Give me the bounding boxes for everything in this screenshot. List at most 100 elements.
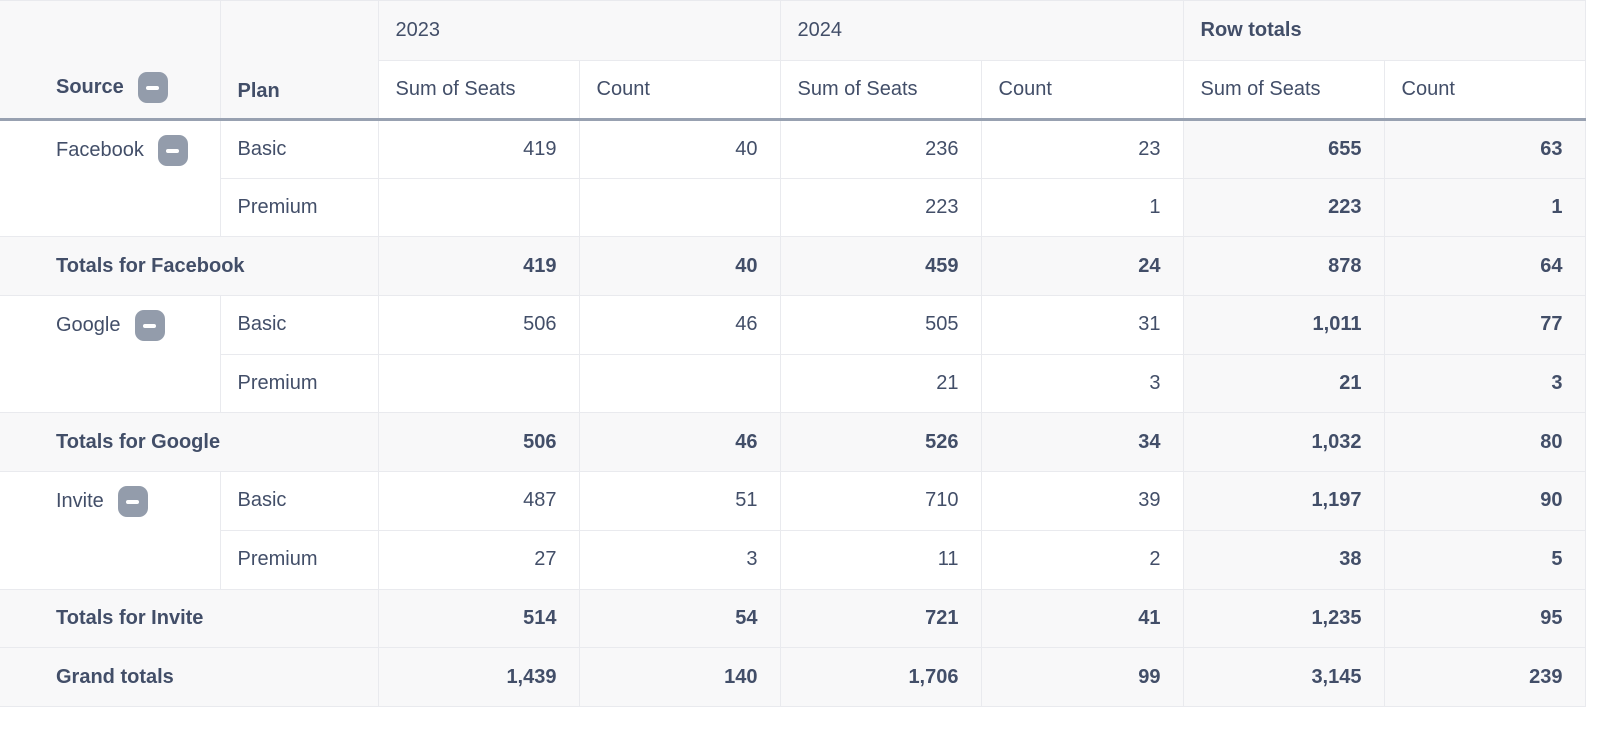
totals-value-cell: 34	[980, 412, 1184, 473]
value-cell: 1,197	[1182, 471, 1385, 531]
totals-value-cell: 95	[1383, 588, 1586, 649]
sub-header-sum-of-seats: Sum of Seats	[378, 60, 580, 121]
column-group-2023: 2023	[377, 0, 781, 61]
collapse-source-button[interactable]	[137, 72, 168, 103]
totals-value-cell: 506	[377, 412, 580, 473]
totals-label: Totals for Invite	[0, 588, 379, 649]
totals-value-cell: 1,032	[1182, 412, 1385, 473]
grand-totals-value-cell: 3,145	[1182, 647, 1385, 707]
grand-totals-row: Grand totals 1,439 140 1,706 99 3,145 239	[0, 647, 1586, 707]
totals-label: Totals for Google	[0, 412, 379, 473]
value-cell: 487	[377, 471, 580, 531]
collapse-facebook-button[interactable]	[157, 135, 188, 166]
value-cell: 63	[1383, 119, 1586, 179]
totals-row-facebook: Totals for Facebook 419 40 459 24 878 64	[0, 236, 1586, 297]
value-cell: 223	[779, 177, 982, 238]
value-cell: 38	[1182, 529, 1385, 590]
minus-icon	[126, 499, 140, 504]
plan-row-google-premium: Premium 21 3 21 3	[0, 353, 1586, 414]
source-header-cell: Source	[0, 0, 221, 121]
grand-totals-value-cell: 1,706	[779, 647, 982, 707]
value-cell: 223	[1182, 177, 1385, 238]
collapse-google-button[interactable]	[134, 310, 165, 342]
totals-value-cell: 514	[377, 588, 580, 649]
value-cell: 1	[980, 177, 1184, 238]
totals-value-cell: 46	[578, 412, 781, 473]
value-cell: 31	[980, 295, 1184, 355]
minus-icon	[166, 148, 180, 153]
value-cell: 5	[1383, 529, 1586, 590]
value-cell: 1,011	[1182, 295, 1385, 355]
source-label-google: Google	[56, 314, 121, 337]
sub-header-row: Sum of Seats Count Sum of Seats Count Su…	[0, 60, 1586, 121]
totals-value-cell: 80	[1383, 412, 1586, 473]
value-cell: 39	[980, 471, 1184, 531]
value-cell: 3	[980, 353, 1184, 414]
plan-cell: Basic	[219, 295, 379, 355]
value-cell: 655	[1182, 119, 1385, 179]
source-cell-facebook: Facebook	[0, 118, 221, 238]
sub-header-sum-of-seats: Sum of Seats	[1182, 60, 1385, 121]
plan-cell: Premium	[220, 353, 379, 414]
value-cell: 40	[578, 119, 781, 179]
value-cell: 2	[980, 529, 1184, 590]
value-cell	[578, 177, 781, 238]
value-cell: 90	[1383, 471, 1586, 531]
totals-value-cell: 419	[377, 236, 580, 297]
value-cell: 23	[980, 119, 1184, 179]
value-cell: 46	[578, 295, 781, 355]
plan-header-cell: Plan	[219, 0, 379, 121]
totals-row-invite: Totals for Invite 514 54 721 41 1,235 95	[0, 588, 1586, 649]
plan-row-invite-premium: Premium 27 3 11 2 38 5	[0, 529, 1586, 590]
grand-totals-value-cell: 239	[1383, 647, 1586, 707]
totals-value-cell: 41	[980, 588, 1184, 649]
source-header-label: Source	[56, 76, 124, 98]
grand-totals-value-cell: 1,439	[377, 647, 580, 707]
plan-row-invite-basic: Invite Basic 487 51 710 39 1,197 90	[0, 471, 1586, 590]
collapse-invite-button[interactable]	[117, 486, 148, 518]
value-cell: 51	[578, 471, 781, 531]
value-cell: 3	[578, 529, 781, 590]
column-group-2024: 2024	[779, 0, 1184, 61]
plan-cell: Basic	[219, 471, 379, 531]
sub-header-count: Count	[980, 60, 1184, 121]
totals-value-cell: 1,235	[1182, 588, 1385, 649]
totals-value-cell: 878	[1182, 236, 1385, 297]
value-cell: 419	[377, 119, 580, 179]
sub-header-sum-of-seats: Sum of Seats	[779, 60, 982, 121]
value-cell: 3	[1383, 353, 1586, 414]
plan-header-label: Plan	[237, 80, 280, 102]
totals-value-cell: 64	[1383, 236, 1586, 297]
column-group-row-totals: Row totals	[1182, 0, 1586, 61]
minus-icon	[143, 323, 156, 328]
value-cell: 27	[377, 529, 580, 590]
plan-cell: Premium	[220, 529, 379, 590]
grand-totals-value-cell: 140	[578, 647, 781, 707]
source-label-invite: Invite	[56, 490, 104, 513]
plan-cell: Premium	[220, 177, 379, 238]
plan-row-google-basic: Google Basic 506 46 505 31 1,011 77	[0, 295, 1586, 414]
totals-row-google: Totals for Google 506 46 526 34 1,032 80	[0, 412, 1586, 473]
value-cell: 21	[779, 353, 982, 414]
value-cell: 1	[1383, 177, 1586, 238]
sub-header-count: Count	[578, 60, 781, 121]
value-cell: 21	[1182, 353, 1385, 414]
totals-label: Totals for Facebook	[0, 236, 379, 297]
plan-cell: Basic	[219, 119, 379, 179]
value-cell: 236	[779, 119, 982, 179]
value-cell	[377, 177, 580, 238]
value-cell: 710	[779, 471, 982, 531]
sub-header-count: Count	[1383, 60, 1586, 121]
value-cell	[578, 353, 781, 414]
grand-totals-label: Grand totals	[0, 647, 379, 707]
value-cell: 77	[1383, 295, 1586, 355]
value-cell: 505	[779, 295, 982, 355]
source-label-facebook: Facebook	[56, 139, 144, 161]
value-cell	[377, 353, 580, 414]
plan-row-facebook-premium: Premium 223 1 223 1	[0, 177, 1586, 238]
totals-value-cell: 721	[779, 588, 982, 649]
totals-value-cell: 459	[779, 236, 982, 297]
minus-icon	[146, 85, 160, 90]
pivot-table-header: Source Plan 2023 2024 Row totals Sum of …	[0, 0, 1586, 121]
column-group-header-row: Source Plan 2023 2024 Row totals	[0, 0, 1586, 121]
